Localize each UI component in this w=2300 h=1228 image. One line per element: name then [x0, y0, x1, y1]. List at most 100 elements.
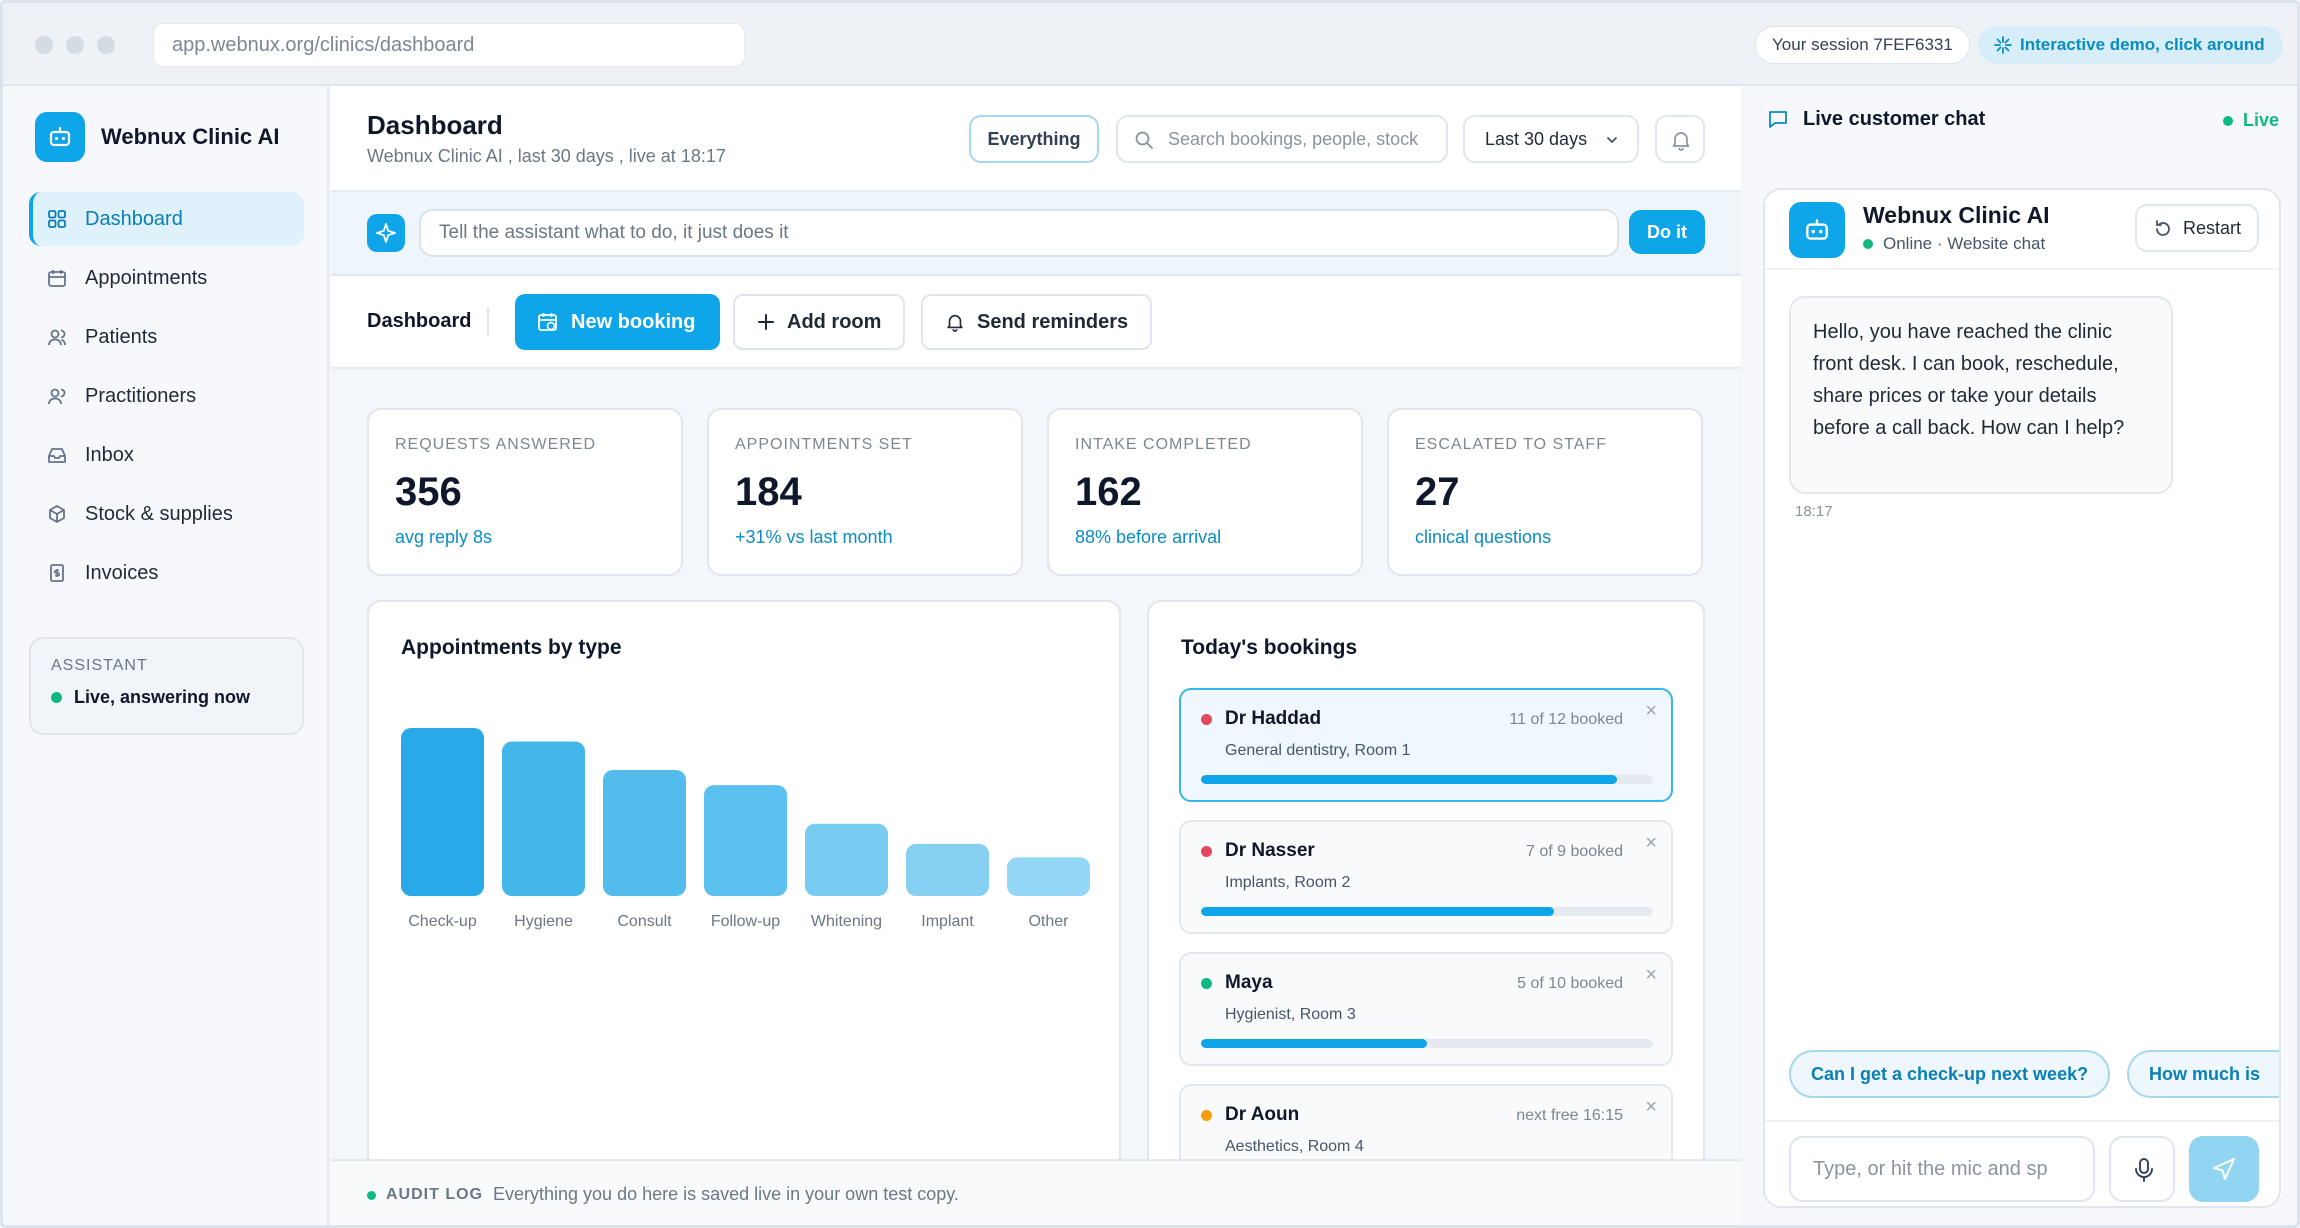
close-icon[interactable]: × [1645, 964, 1657, 986]
window-dot-maximize[interactable] [97, 36, 115, 54]
audit-label: AUDIT LOG [367, 1186, 483, 1204]
calendar-plus-icon [538, 313, 557, 331]
close-icon[interactable]: × [1645, 1096, 1657, 1118]
sidebar-item-invoices[interactable]: Invoices [29, 546, 304, 600]
sidebar-item-label: Stock & supplies [85, 502, 233, 525]
sparkle-icon [1994, 36, 2012, 54]
grid-icon [48, 210, 66, 228]
brand[interactable]: Webnux Clinic AI [35, 112, 279, 162]
booking-info: Hygienist, Room 3 [1225, 1006, 1356, 1023]
close-icon[interactable]: × [1645, 700, 1657, 722]
message-time: 18:17 [1795, 503, 1833, 520]
kpi-appointments-set[interactable]: APPOINTMENTS SET 184 +31% vs last month [707, 408, 1023, 576]
booking-slots: next free 16:15 [1516, 1107, 1623, 1124]
suggestion-chip[interactable]: How much is [2127, 1050, 2279, 1098]
date-range-select[interactable]: Last 30 days [1463, 115, 1639, 163]
search-icon [1135, 131, 1153, 149]
bar-follow-up[interactable] [704, 785, 787, 896]
page-title: Dashboard [367, 110, 503, 140]
chat-panel-header: Live customer chat Live [1743, 86, 2297, 154]
bar-implant[interactable] [906, 843, 989, 896]
assistant-label: ASSISTANT [51, 657, 148, 674]
bookings-title: Today's bookings [1181, 636, 1358, 659]
send-reminders-button[interactable]: Send reminders [921, 294, 1153, 350]
assistant-status: Live, answering now [51, 687, 282, 708]
sidebar-item-stock[interactable]: Stock & supplies [29, 487, 304, 541]
notifications-button[interactable] [1655, 115, 1705, 163]
live-indicator: Live [2222, 110, 2279, 131]
kpi-sub: +31% vs last month [735, 527, 893, 547]
box-icon [49, 505, 65, 523]
date-range-value: Last 30 days [1485, 129, 1588, 149]
address-bar[interactable]: app.webnux.org/clinics/dashboard [153, 23, 745, 67]
live-label: Live [2242, 110, 2279, 130]
kpi-value: 162 [1075, 470, 1142, 514]
audit-text: Everything you do here is saved live in … [493, 1184, 959, 1204]
bar-consult[interactable] [603, 770, 686, 896]
search-input[interactable]: Search bookings, people, stock [1116, 115, 1448, 163]
booking-slots: 7 of 9 booked [1526, 843, 1623, 860]
refresh-icon [2156, 220, 2170, 236]
sidebar-item-label: Patients [85, 325, 158, 348]
kpi-value: 356 [395, 470, 462, 514]
window-dot-close[interactable] [35, 36, 53, 54]
booking-slots: 11 of 12 booked [1509, 711, 1623, 728]
sidebar-item-label: Practitioners [85, 384, 197, 407]
add-room-button[interactable]: Add room [733, 294, 906, 350]
sidebar-item-appointments[interactable]: Appointments [29, 251, 304, 305]
restart-button[interactable]: Restart [2135, 204, 2259, 252]
bar-other[interactable] [1007, 857, 1090, 896]
command-input[interactable]: Tell the assistant what to do, it just d… [419, 209, 1619, 257]
actions-label: Dashboard [367, 310, 472, 332]
mic-button[interactable] [2109, 1136, 2175, 1202]
status-dot [51, 692, 62, 703]
new-booking-button[interactable]: New booking [515, 294, 720, 350]
command-placeholder: Tell the assistant what to do, it just d… [439, 222, 789, 243]
bar-check-up[interactable] [401, 728, 484, 896]
status-dot [1201, 714, 1212, 725]
tick-label: Implant [921, 913, 974, 930]
chat-panel: Live customer chat Live Webnux Clinic AI… [1743, 86, 2297, 1225]
kpi-intake-completed[interactable]: INTAKE COMPLETED 162 88% before arrival [1047, 408, 1363, 576]
send-reminders-label: Send reminders [977, 311, 1129, 333]
booking-name: Dr Nasser [1225, 840, 1315, 861]
chat-bubble-icon [1769, 111, 1787, 128]
chart-title: Appointments by type [401, 636, 622, 659]
add-room-label: Add room [787, 311, 882, 333]
status-dot [1201, 978, 1212, 989]
kpi-escalated[interactable]: ESCALATED TO STAFF 27 clinical questions [1387, 408, 1703, 576]
close-icon[interactable]: × [1645, 832, 1657, 854]
booking-item-maya[interactable]: Maya 5 of 10 booked × Hygienist, Room 3 [1179, 952, 1673, 1066]
chat-input[interactable]: Type, or hit the mic and sp [1789, 1136, 2095, 1202]
sidebar-item-patients[interactable]: Patients [29, 310, 304, 364]
sidebar-item-practitioners[interactable]: Practitioners [29, 369, 304, 423]
window-dot-minimize[interactable] [66, 36, 84, 54]
suggestion-chip[interactable]: Can I get a check-up next week? [1789, 1050, 2111, 1098]
assistant-status-card: ASSISTANT Live, answering now [29, 637, 304, 735]
scope-button[interactable]: Everything [969, 115, 1099, 163]
booking-item-aoun[interactable]: Dr Aoun next free 16:15 × Aesthetics, Ro… [1179, 1084, 1673, 1198]
booking-progress [1201, 775, 1653, 784]
booking-progress-fill [1201, 775, 1617, 784]
booking-item-haddad[interactable]: Dr Haddad 11 of 12 booked × General dent… [1179, 688, 1673, 802]
session-badge: Your session 7FEF6331 [1755, 26, 1970, 64]
booking-item-nasser[interactable]: Dr Nasser 7 of 9 booked × Implants, Room… [1179, 820, 1673, 934]
plus-icon [758, 314, 774, 330]
send-button[interactable] [2189, 1136, 2259, 1202]
quick-actions: Dashboard New booking Add room Send remi… [331, 276, 1741, 369]
booking-name: Maya [1225, 972, 1273, 993]
sidebar: Webnux Clinic AI Dashboard Appointments … [3, 86, 329, 1225]
assistant-command-bar: Tell the assistant what to do, it just d… [331, 192, 1741, 276]
sidebar-item-dashboard[interactable]: Dashboard [29, 192, 304, 246]
kpi-row: REQUESTS ANSWERED 356 avg reply 8s APPOI… [367, 408, 1705, 578]
sidebar-item-inbox[interactable]: Inbox [29, 428, 304, 482]
sidebar-item-label: Invoices [85, 561, 159, 584]
kpi-requests-answered[interactable]: REQUESTS ANSWERED 356 avg reply 8s [367, 408, 683, 576]
kpi-label: APPOINTMENTS SET [735, 436, 913, 453]
assistant-status-text: Live, answering now [74, 687, 251, 707]
kpi-sub: clinical questions [1415, 527, 1552, 547]
bar-hygiene[interactable] [502, 741, 585, 896]
sparkle-icon [367, 214, 405, 252]
bar-whitening[interactable] [805, 823, 888, 896]
do-it-button[interactable]: Do it [1629, 210, 1705, 254]
